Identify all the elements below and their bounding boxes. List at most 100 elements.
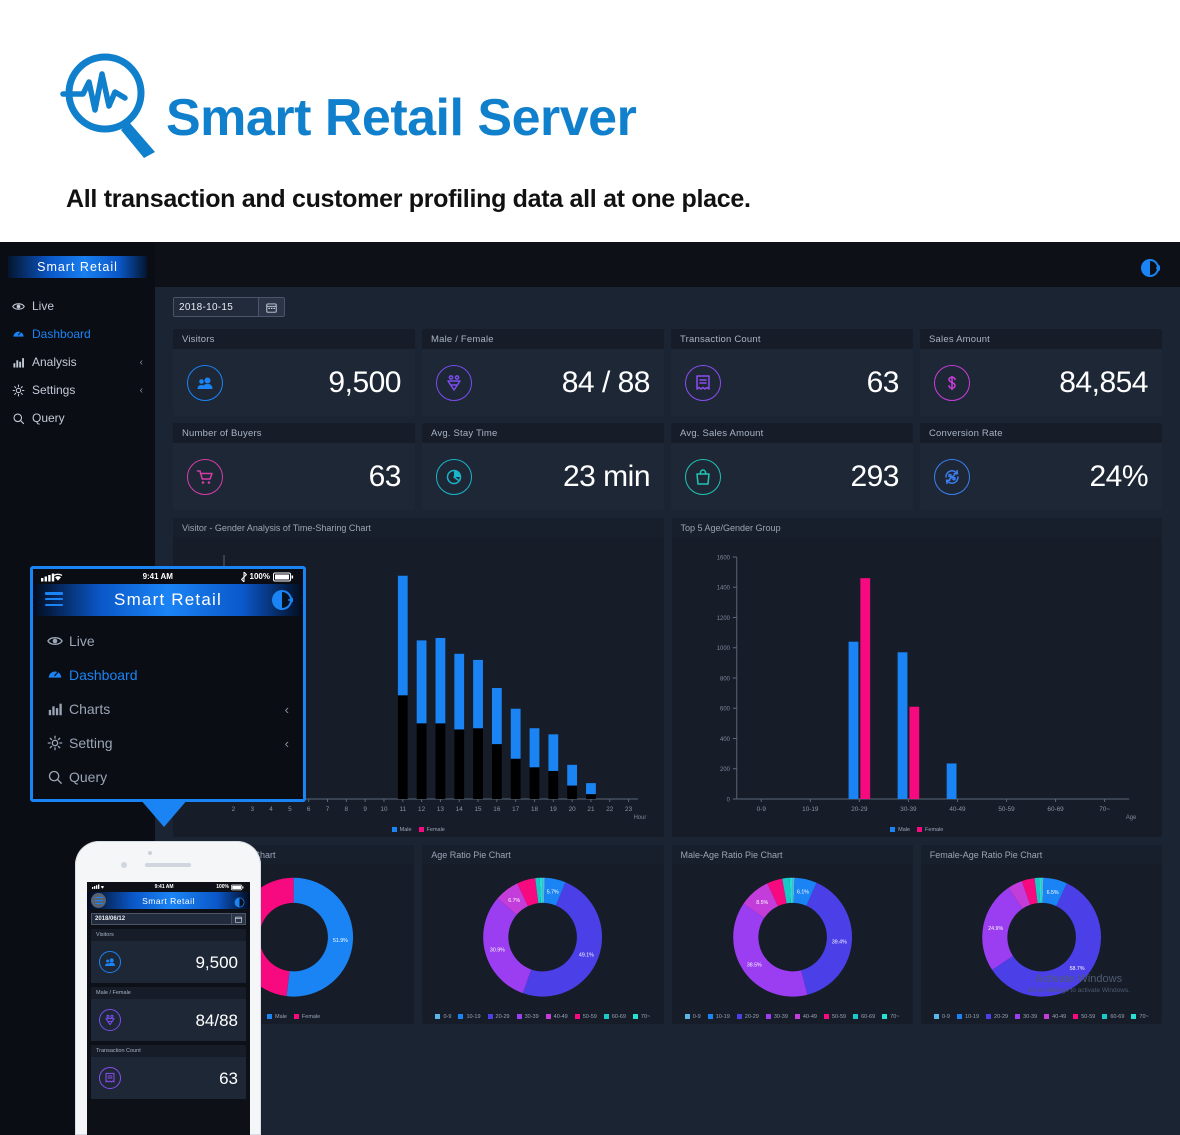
- topbar: [155, 242, 1180, 287]
- mobile-nav: Live Dashboard Charts ‹ Setting ‹ Query: [33, 616, 303, 794]
- calendar-icon[interactable]: [258, 298, 284, 316]
- mobile-nav-item-setting[interactable]: Setting ‹: [33, 726, 303, 760]
- mobile-nav-label: Live: [69, 633, 95, 649]
- svg-text:23: 23: [625, 806, 632, 813]
- device-kpi-body: 9,500: [91, 941, 246, 983]
- device-kpi-label: Visitors: [91, 929, 246, 941]
- legend-item: 20-29: [986, 1014, 1008, 1020]
- receipt-icon: [99, 1067, 121, 1089]
- device-battery-pct: 100%: [216, 884, 229, 890]
- svg-text:30.9%: 30.9%: [490, 948, 505, 954]
- contrast-toggle-icon[interactable]: [271, 589, 295, 611]
- gear-icon: [10, 382, 26, 398]
- svg-text:19: 19: [550, 806, 557, 813]
- sidebar-item-query[interactable]: Query: [0, 404, 155, 432]
- svg-text:60-69: 60-69: [1047, 806, 1064, 813]
- svg-text:70~: 70~: [1099, 806, 1110, 813]
- contrast-toggle-icon[interactable]: [234, 895, 245, 908]
- phone-device-mockup: 9:41 AM 100% Smart Retail 2018/06/12: [75, 841, 261, 1135]
- legend-item: 10-19: [956, 1014, 979, 1020]
- svg-text:3: 3: [250, 806, 254, 813]
- dashboard-icon: [47, 667, 69, 683]
- svg-text:10-19: 10-19: [802, 806, 819, 813]
- svg-text:4: 4: [269, 806, 273, 813]
- top5-age-gender-chart: 0 200 400 600 800 1000 1200 1400 1600 0-9 10-19 20-…: [671, 537, 1163, 837]
- svg-text:1200: 1200: [716, 616, 730, 622]
- legend-item: Female: [418, 827, 445, 833]
- device-date-input[interactable]: 2018/06/12: [92, 914, 231, 924]
- svg-text:6.1%: 6.1%: [797, 890, 809, 896]
- svg-text:14: 14: [456, 806, 463, 813]
- mobile-nav-item-live[interactable]: Live: [33, 624, 303, 658]
- date-picker[interactable]: 2018-10-15: [173, 297, 285, 317]
- svg-text:24.9%: 24.9%: [988, 926, 1003, 932]
- sidebar-item-analysis[interactable]: Analysis ‹: [0, 348, 155, 376]
- device-date-picker[interactable]: 2018/06/12: [91, 913, 246, 925]
- svg-text:13: 13: [437, 806, 444, 813]
- chevron-left-icon: ‹: [139, 384, 143, 396]
- device-kpi-label: Male / Female: [91, 987, 246, 999]
- sidebar-item-label: Query: [32, 411, 65, 425]
- contrast-toggle-icon[interactable]: [1140, 258, 1162, 278]
- sidebar-item-live[interactable]: Live: [0, 292, 155, 320]
- hamburger-menu-icon[interactable]: [45, 592, 63, 606]
- mobile-nav-label: Charts: [69, 701, 111, 717]
- mobile-nav-item-query[interactable]: Query: [33, 760, 303, 794]
- card-title: Male-Age Ratio Pie Chart: [671, 845, 913, 864]
- kpi-value: 84 / 88: [561, 365, 651, 399]
- svg-text:17: 17: [512, 806, 519, 813]
- device-kpi-label: Transaction Count: [91, 1045, 246, 1057]
- legend-item: 50-59: [1073, 1014, 1095, 1020]
- legend-item: Female: [917, 827, 943, 833]
- legend-item: Male: [890, 827, 910, 833]
- sidebar-item-dashboard[interactable]: Dashboard: [0, 320, 155, 348]
- legend-item: 40-49: [794, 1014, 817, 1020]
- device-kpi-card: Visitors 9,500: [91, 929, 246, 983]
- svg-text:0-9: 0-9: [756, 806, 766, 813]
- legend-item: 50-59: [574, 1014, 597, 1020]
- svg-text:Age: Age: [1125, 815, 1136, 821]
- svg-text:15: 15: [475, 806, 482, 813]
- mobile-nav-item-charts[interactable]: Charts ‹: [33, 692, 303, 726]
- magnifier-pulse-icon: [55, 48, 160, 158]
- kpi-card-conversion-rate: Conversion Rate 24%: [920, 423, 1162, 510]
- kpi-label: Number of Buyers: [173, 423, 415, 443]
- kpi-card-avg-stay-time: Avg. Stay Time 23 min: [422, 423, 664, 510]
- kpi-value: 63: [368, 459, 402, 493]
- kpi-body: 293: [671, 443, 913, 510]
- svg-text:6.5%: 6.5%: [1046, 890, 1058, 896]
- clock-pie-icon: [436, 458, 472, 495]
- legend-item: Male: [391, 827, 412, 833]
- kpi-label: Visitors: [173, 329, 415, 349]
- legend-item: 20-29: [736, 1014, 759, 1020]
- cart-icon: [187, 458, 223, 495]
- handbag-icon: [685, 458, 721, 495]
- receipt-icon: [685, 364, 721, 401]
- kpi-value: 23 min: [562, 459, 651, 493]
- kpi-card-visitors: Visitors 9,500: [173, 329, 415, 416]
- kpi-value: 293: [850, 459, 899, 493]
- date-input[interactable]: 2018-10-15: [174, 298, 258, 316]
- svg-text:800: 800: [720, 676, 731, 682]
- hamburger-menu-icon[interactable]: [91, 893, 106, 908]
- sidebar-item-settings[interactable]: Settings ‹: [0, 376, 155, 404]
- svg-text:16: 16: [493, 806, 500, 813]
- svg-text:Hour: Hour: [634, 815, 647, 821]
- device-status-time: 9:41 AM: [154, 884, 174, 890]
- svg-text:0: 0: [726, 797, 730, 803]
- mobile-nav-item-dashboard[interactable]: Dashboard: [33, 658, 303, 692]
- kpi-value: 84,854: [1059, 365, 1148, 399]
- device-kpi-card: Male / Female 84/88: [91, 987, 246, 1041]
- legend-item: 30-39: [765, 1014, 788, 1020]
- chart-legend: Male Female: [672, 827, 1163, 833]
- device-screen: 9:41 AM 100% Smart Retail 2018/06/12: [87, 882, 250, 1135]
- svg-text:51.9%: 51.9%: [333, 938, 348, 944]
- mobile-battery-area: 100%: [240, 571, 295, 582]
- legend-item: Male: [266, 1014, 287, 1020]
- svg-text:58.7%: 58.7%: [1069, 966, 1084, 972]
- svg-text:6.7%: 6.7%: [509, 898, 521, 904]
- kpi-card-male-female: Male / Female 84 / 88: [422, 329, 664, 416]
- calendar-icon[interactable]: [231, 914, 245, 924]
- device-battery-area: 100%: [216, 884, 245, 891]
- device-kpi-value: 63: [219, 1068, 238, 1088]
